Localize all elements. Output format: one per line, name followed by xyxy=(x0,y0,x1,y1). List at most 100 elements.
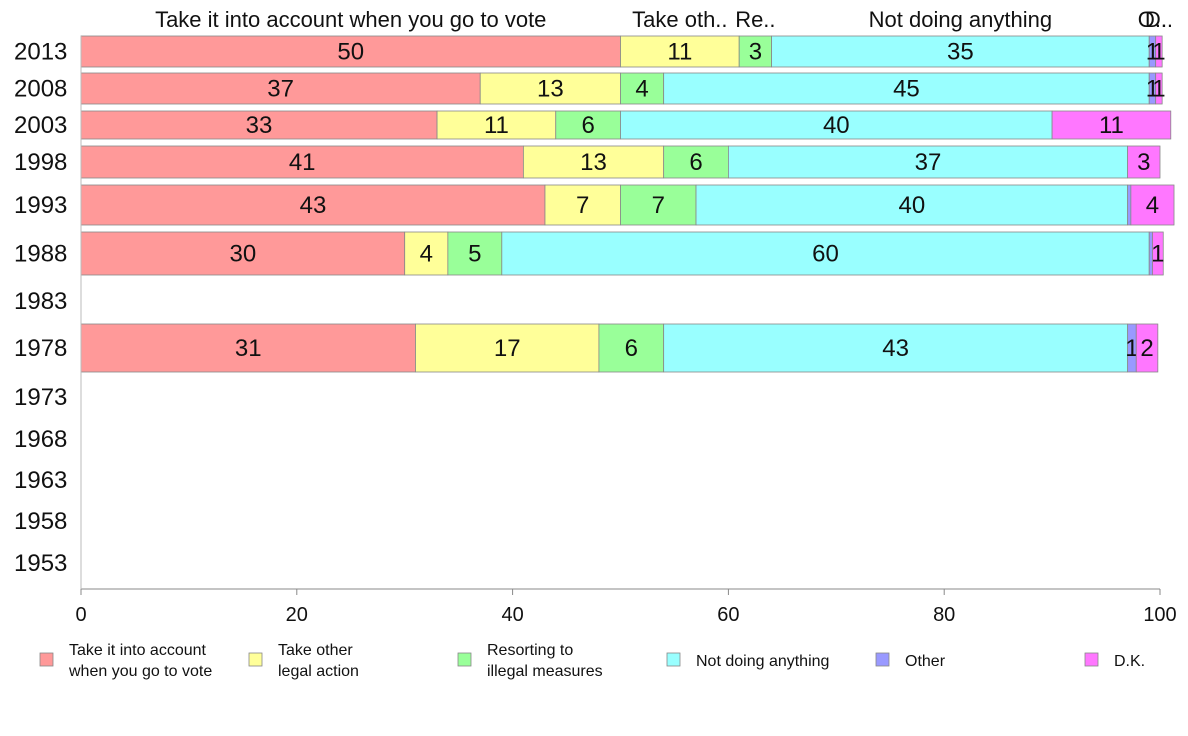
value-label-1978-not-doing-anything: 43 xyxy=(882,335,909,362)
value-label-2013-take-other-legal-action: 11 xyxy=(667,39,692,66)
bar-2008-not-doing-anything xyxy=(663,72,1150,105)
series-header-take-other-legal-action: Take oth.. xyxy=(632,7,727,32)
x-tick-label-40: 40 xyxy=(501,604,523,626)
year-label-1978: 1978 xyxy=(14,335,67,362)
value-label-1978-d-k: 2 xyxy=(1140,335,1153,362)
value-label-1998-not-doing-anything: 37 xyxy=(915,149,942,176)
value-label-1988-not-doing-anything: 60 xyxy=(812,241,839,268)
series-header-other: O.. xyxy=(1138,7,1167,32)
legend-label-resorting-to-illegal-measures-1: Resorting to xyxy=(487,642,573,659)
legend-swatch-take-it-into-account-when-you-go-to-vote xyxy=(39,652,54,667)
bar-1993-other xyxy=(1127,184,1132,226)
bar-1988-take-it-into-account-when-you-go-to-vote xyxy=(80,231,406,276)
year-label-1963: 1963 xyxy=(14,467,67,494)
legend-item-other: Other xyxy=(875,652,946,670)
x-tick-label-60: 60 xyxy=(717,604,739,626)
bar-1988-d-k xyxy=(1152,231,1164,276)
bar-2013-not-doing-anything xyxy=(771,35,1150,68)
value-label-2003-not-doing-anything: 40 xyxy=(823,112,850,139)
bar-2013-take-it-into-account-when-you-go-to-vote xyxy=(80,35,621,68)
legend-item-take-other-legal-action: Take other legal action xyxy=(248,642,359,680)
series-header-d-k: D.. xyxy=(1145,7,1173,32)
bar-1993-not-doing-anything xyxy=(695,184,1129,226)
value-label-2008-resorting-to-illegal-measures: 4 xyxy=(635,76,648,103)
bar-2003-resorting-to-illegal-measures xyxy=(555,110,621,140)
x-axis: 0 20 40 60 80 100 xyxy=(75,36,1177,626)
legend-swatch-take-other-legal-action xyxy=(248,652,263,667)
value-label-2008-take-it-into-account-when-you-go-to-vote: 37 xyxy=(267,76,294,103)
value-label-1978-resorting-to-illegal-measures: 6 xyxy=(625,335,638,362)
legend-item-not-doing-anything: Not doing anything xyxy=(666,652,829,670)
bar-2008-take-other-legal-action xyxy=(479,72,621,105)
legend-item-resorting-to-illegal-measures: Resorting to illegal measures xyxy=(457,642,603,680)
legend-item-take-it-into-account-when-you-go-to-vote: Take it into account when you go to vote xyxy=(39,642,212,680)
bar-1978-take-other-legal-action xyxy=(415,323,600,373)
bar-1998-take-other-legal-action xyxy=(522,145,665,179)
value-label-1993-resorting-to-illegal-measures: 7 xyxy=(652,192,665,219)
value-label-1993-take-it-into-account-when-you-go-to-vote: 43 xyxy=(300,192,327,219)
year-label-1968: 1968 xyxy=(14,426,67,453)
x-tick-label-100: 100 xyxy=(1143,604,1176,626)
legend-swatch-d-k xyxy=(1084,652,1099,667)
legend-label-take-it-into-account-when-you-go-to-vote-2: when you go to vote xyxy=(68,663,212,680)
legend-item-d-k: D.K. xyxy=(1084,652,1145,670)
x-tick-label-0: 0 xyxy=(75,604,86,626)
bar-1998-not-doing-anything xyxy=(728,145,1129,179)
value-label-1988-take-other-legal-action: 4 xyxy=(420,241,433,268)
value-label-1978-take-it-into-account-when-you-go-to-vote: 31 xyxy=(235,335,262,362)
bar-1978-d-k xyxy=(1135,323,1159,373)
bar-1978-not-doing-anything xyxy=(663,323,1129,373)
bar-2008-resorting-to-illegal-measures xyxy=(620,72,665,105)
value-label-2013-d-k: 1 xyxy=(1152,39,1165,66)
bar-1993-d-k xyxy=(1130,184,1175,226)
value-label-1998-resorting-to-illegal-measures: 6 xyxy=(689,149,702,176)
year-label-2003: 2003 xyxy=(14,112,67,139)
bar-1993-take-it-into-account-when-you-go-to-vote xyxy=(80,184,546,226)
value-label-2008-d-k: 1 xyxy=(1152,76,1165,103)
value-label-1978-take-other-legal-action: 17 xyxy=(494,335,521,362)
value-label-1993-d-k: 4 xyxy=(1146,192,1159,219)
bar-2003-take-other-legal-action xyxy=(436,110,557,140)
value-label-2013-take-it-into-account-when-you-go-to-vote: 50 xyxy=(337,39,364,66)
value-label-2003-take-other-legal-action: 11 xyxy=(484,112,509,139)
bar-2013-d-k xyxy=(1155,35,1163,68)
year-label-1993: 1993 xyxy=(14,192,67,219)
year-label-1953: 1953 xyxy=(14,550,67,577)
legend-label-d-k-1: D.K. xyxy=(1114,653,1145,670)
value-label-2013-resorting-to-illegal-measures: 3 xyxy=(749,39,762,66)
legend-label-resorting-to-illegal-measures-2: illegal measures xyxy=(487,663,603,680)
x-tick-label-20: 20 xyxy=(286,604,308,626)
bar-1993-take-other-legal-action xyxy=(544,184,621,226)
value-label-1978-other: 1 xyxy=(1125,335,1138,362)
bar-1998-d-k xyxy=(1127,145,1161,179)
legend-label-take-it-into-account-when-you-go-to-vote-1: Take it into account xyxy=(69,642,207,659)
year-labels: 2013 2008 2003 1998 1993 1988 1983 1978 1973 1968… xyxy=(14,39,67,578)
bar-2008-d-k xyxy=(1155,72,1163,105)
series-header-not-doing-anything: Not doing anything xyxy=(869,7,1052,32)
x-tick-label-80: 80 xyxy=(933,604,955,626)
value-label-2003-resorting-to-illegal-measures: 6 xyxy=(581,112,594,139)
series-header-take-it-into-account-when-you-go-to-vote: Take it into account when you go to vote xyxy=(155,7,546,32)
value-label-2008-not-doing-anything: 45 xyxy=(893,76,920,103)
series-header-resorting-to-illegal-measures: Re.. xyxy=(735,7,775,32)
year-label-2013: 2013 xyxy=(14,39,67,66)
value-label-1988-d-k: 1 xyxy=(1151,241,1164,268)
bar-1978-take-it-into-account-when-you-go-to-vote xyxy=(80,323,416,373)
bar-2013-resorting-to-illegal-measures xyxy=(738,35,772,68)
value-label-1998-take-other-legal-action: 13 xyxy=(580,149,607,176)
value-label-2008-take-other-legal-action: 13 xyxy=(537,76,564,103)
legend-label-take-other-legal-action-2: legal action xyxy=(278,663,359,680)
year-label-1973: 1973 xyxy=(14,384,67,411)
legend-swatch-other xyxy=(875,652,890,667)
legend-label-take-other-legal-action-1: Take other xyxy=(278,642,353,659)
value-label-1993-take-other-legal-action: 7 xyxy=(576,192,589,219)
series-header-labels: Take it into account when you go to vote… xyxy=(155,7,1173,32)
value-label-2003-take-it-into-account-when-you-go-to-vote: 33 xyxy=(246,112,273,139)
year-label-1988: 1988 xyxy=(14,241,67,268)
year-label-1983: 1983 xyxy=(14,288,67,315)
value-label-1988-resorting-to-illegal-measures: 5 xyxy=(468,241,481,268)
value-label-1998-d-k: 3 xyxy=(1137,149,1150,176)
value-label-2013-not-doing-anything: 35 xyxy=(947,39,974,66)
